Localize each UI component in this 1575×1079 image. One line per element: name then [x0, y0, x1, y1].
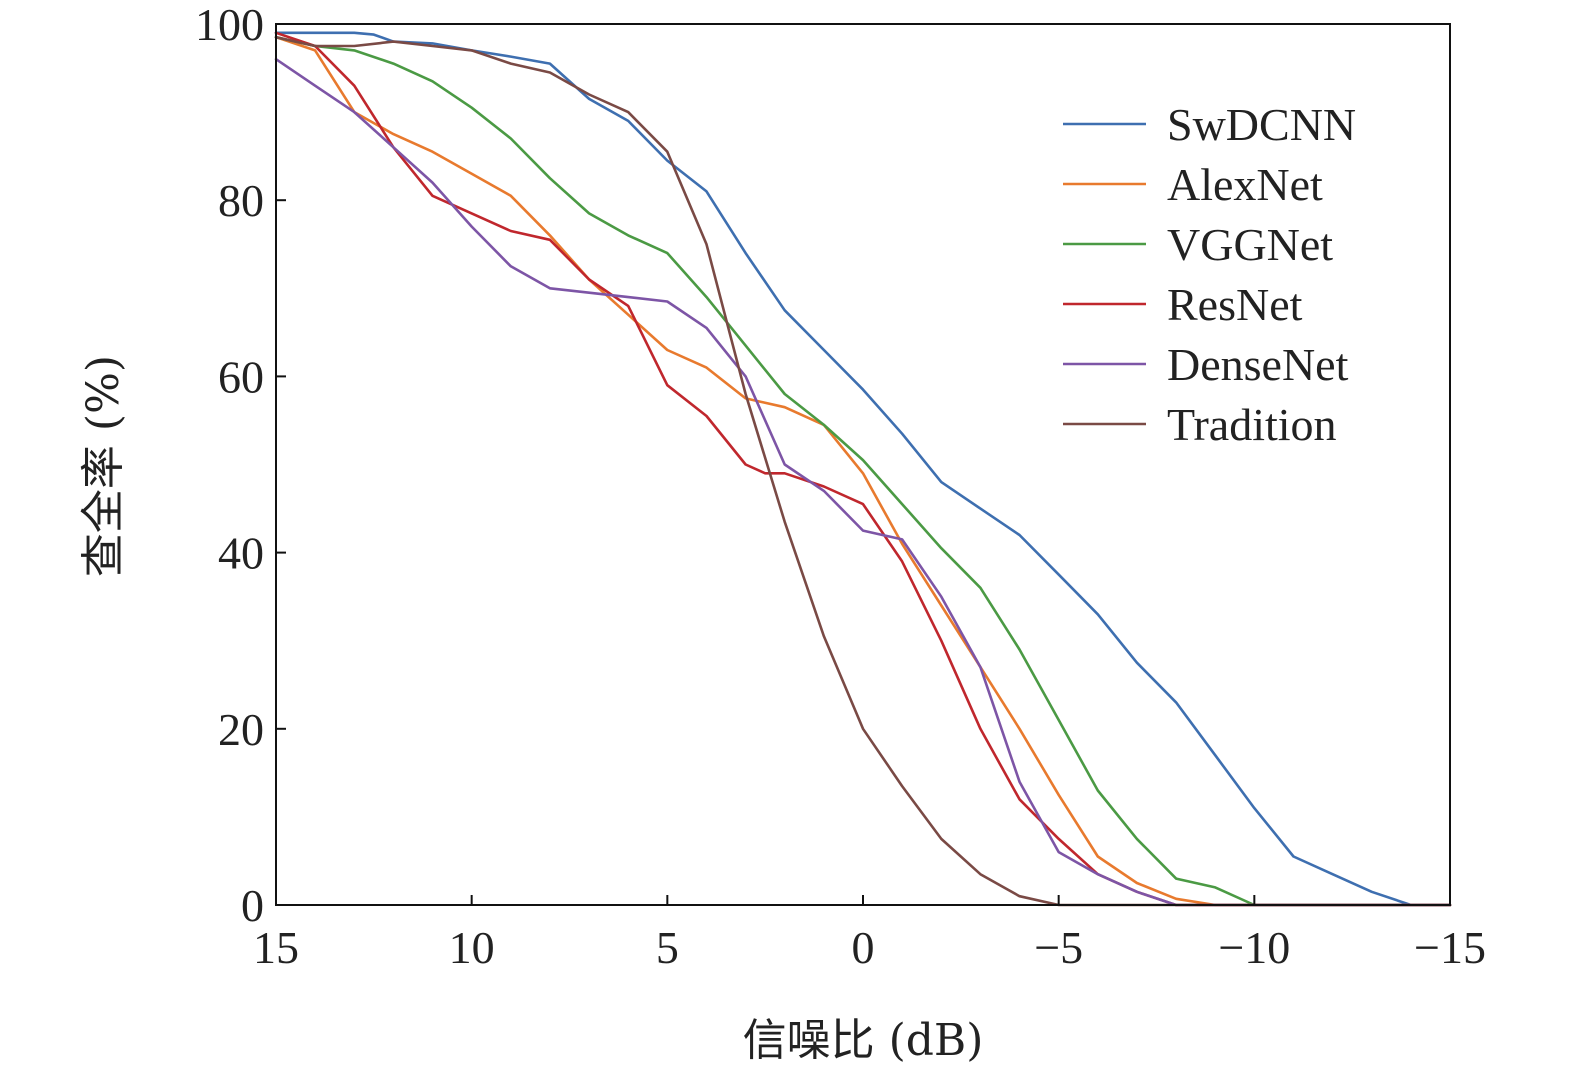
- x-tick-label: 5: [656, 922, 679, 973]
- y-tick-label: 80: [218, 175, 264, 226]
- series-line-vggnet: [274, 35, 1452, 907]
- series-lines: [274, 31, 1452, 907]
- x-axis-title: 信噪比 (dB): [743, 1015, 984, 1066]
- y-tick-label: 20: [218, 704, 264, 755]
- x-tick-label: −10: [1218, 922, 1290, 973]
- legend-label-resnet: ResNet: [1167, 279, 1303, 330]
- y-tick-label: 100: [195, 0, 264, 50]
- y-axis-title: 查全率 (%): [78, 355, 129, 577]
- axes: 15 10 5 0 −5 −10 −15 0 20 40 60 80 100: [195, 0, 1486, 973]
- legend-label-tradition: Tradition: [1167, 399, 1337, 450]
- series-line-alexnet: [274, 35, 1452, 907]
- series-line-densenet: [274, 57, 1452, 907]
- legend-label-vggnet: VGGNet: [1167, 219, 1333, 270]
- y-tick-label: 60: [218, 351, 264, 402]
- plot-frame: [275, 23, 1451, 906]
- x-tick-label: 10: [449, 922, 495, 973]
- x-tick-label: −5: [1034, 922, 1083, 973]
- series-line-tradition: [274, 35, 1452, 907]
- legend-label-densenet: DenseNet: [1167, 339, 1349, 390]
- x-tick-label: 15: [253, 922, 299, 973]
- y-tick-label: 40: [218, 528, 264, 579]
- x-tick-label: 0: [852, 922, 875, 973]
- legend-label-swdcnn: SwDCNN: [1167, 99, 1356, 150]
- y-tick-label: 0: [241, 880, 264, 931]
- legend-label-alexnet: AlexNet: [1167, 159, 1323, 210]
- x-tick-label: −15: [1414, 922, 1486, 973]
- legend: SwDCNN AlexNet VGGNet ResNet DenseNet Traditi…: [1063, 99, 1356, 450]
